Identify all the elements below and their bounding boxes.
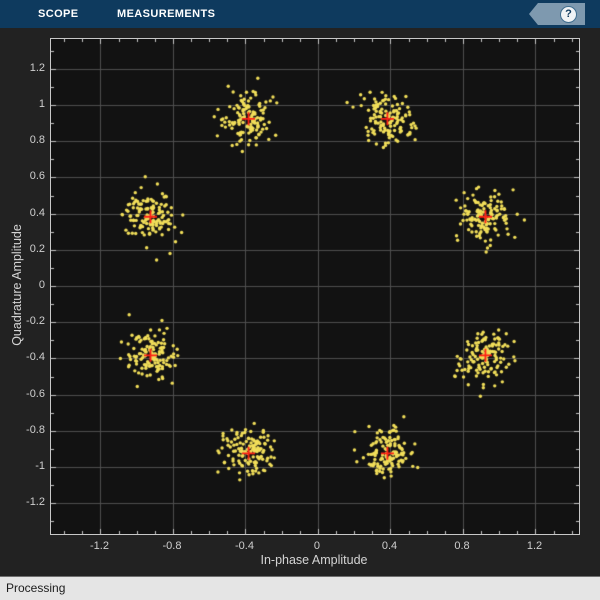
x-axis-label: In-phase Amplitude <box>260 553 368 567</box>
x-tick-label: 0 <box>313 540 321 552</box>
help-icon[interactable]: ? <box>560 5 577 23</box>
x-tick-label: 0.4 <box>381 540 398 552</box>
tab-scope[interactable]: SCOPE <box>38 8 79 20</box>
tab-measurements[interactable]: MEASUREMENTS <box>117 8 216 20</box>
x-tick-label: -1.2 <box>89 540 109 552</box>
y-tick-label: 0.2 <box>29 242 45 255</box>
status-text: Processing <box>6 581 66 595</box>
x-tick-label: -0.8 <box>162 540 182 552</box>
y-tick-label: -0.8 <box>26 423 45 436</box>
y-tick-label: 0 <box>38 279 45 292</box>
y-axis-label: Quadrature Amplitude <box>10 224 24 346</box>
y-tick-label: 1.2 <box>29 61 45 74</box>
constellation-axes <box>50 38 580 535</box>
toolstrip: SCOPE MEASUREMENTS ? <box>0 0 600 28</box>
help-button[interactable]: ? <box>529 3 585 25</box>
y-tick-label: 0.6 <box>29 170 45 183</box>
x-tick-label: 0.8 <box>454 540 470 552</box>
x-tick-label: 1.2 <box>526 540 543 552</box>
y-tick-label: 0.4 <box>29 206 45 219</box>
y-tick-label: -0.2 <box>26 315 45 328</box>
y-tick-label: -1.2 <box>26 496 45 509</box>
y-tick-label: 1 <box>38 98 45 111</box>
y-tick-label: -1 <box>35 460 45 473</box>
y-tick-label: -0.6 <box>26 387 45 400</box>
status-bar: Processing <box>0 576 600 600</box>
constellation-plot-canvas[interactable] <box>51 39 579 534</box>
y-tick-label: 0.8 <box>29 134 45 147</box>
y-tick-label: -0.4 <box>26 351 45 364</box>
x-tick-label: -0.4 <box>235 540 254 552</box>
